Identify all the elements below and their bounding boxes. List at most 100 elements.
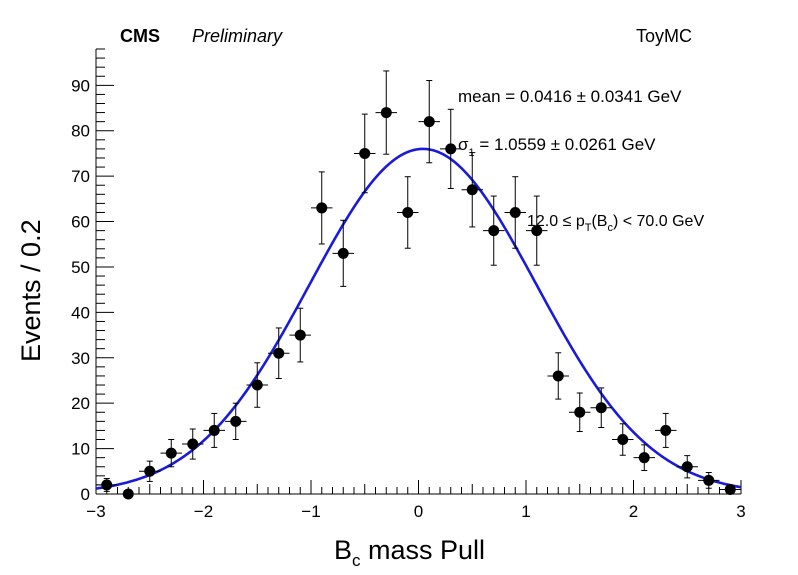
x-tick-label: 0	[414, 502, 423, 521]
data-marker	[359, 147, 371, 159]
data-point	[397, 176, 419, 249]
data-marker	[574, 406, 586, 418]
data-marker	[316, 202, 328, 214]
x-tick-label: 3	[736, 502, 745, 521]
data-marker	[337, 247, 349, 259]
data-point	[375, 70, 397, 155]
data-point	[354, 113, 376, 194]
y-axis-title: Events / 0.2	[16, 219, 46, 362]
y-tick-label: 90	[71, 76, 90, 95]
x-title-sub: c	[352, 551, 361, 570]
pt-range-annotation: 12.0 ≤ pT(Bc) < 70.0 GeV	[527, 213, 704, 234]
data-marker	[724, 483, 736, 495]
data-marker	[101, 479, 113, 491]
gaussian-fit-curve	[95, 147, 742, 490]
y-tick-label: 70	[71, 167, 90, 186]
data-marker	[509, 206, 521, 218]
data-marker	[423, 116, 435, 128]
x-tick-label: −3	[86, 502, 105, 521]
data-marker	[617, 434, 629, 446]
x-tick-label: −1	[301, 502, 320, 521]
data-point	[698, 472, 720, 489]
y-tick-label: 30	[71, 349, 90, 368]
data-marker	[703, 474, 715, 486]
data-marker	[122, 488, 134, 500]
mean-annotation: mean = 0.0416 ± 0.0341 GeV	[458, 87, 682, 106]
toymc-label: ToyMC	[636, 26, 692, 46]
data-point	[203, 412, 225, 448]
y-tick-label: 60	[71, 213, 90, 232]
data-point	[612, 423, 634, 456]
pt-sub-t: T	[585, 222, 592, 234]
data-marker	[187, 438, 199, 450]
data-marker	[595, 402, 607, 414]
pt-low: 12.0 ≤ p	[527, 213, 585, 230]
x-axis-title: Bc mass Pull	[334, 535, 485, 570]
x-title-rest: mass Pull	[361, 535, 486, 565]
data-point	[676, 455, 698, 479]
data-marker	[466, 184, 478, 196]
y-tick-label: 10	[71, 440, 90, 459]
data-point	[655, 412, 677, 448]
data-marker	[208, 424, 220, 436]
data-marker	[230, 415, 242, 427]
x-title-main: B	[334, 535, 352, 565]
data-points-layer	[96, 70, 741, 500]
fit-layer	[95, 147, 742, 490]
data-point	[160, 439, 182, 468]
data-marker	[402, 206, 414, 218]
data-point	[246, 362, 268, 408]
data-point	[461, 152, 483, 228]
data-point	[311, 171, 333, 245]
data-point	[268, 327, 290, 380]
data-marker	[660, 424, 672, 436]
data-point	[139, 460, 161, 482]
y-tick-label: 50	[71, 258, 90, 277]
sigma-annotation: σ1 = 1.0559 ± 0.0261 GeV	[458, 135, 656, 159]
y-tick-label: 80	[71, 122, 90, 141]
x-tick-label: −2	[194, 502, 213, 521]
data-point	[117, 488, 139, 500]
data-point	[418, 80, 440, 164]
data-marker	[531, 225, 543, 237]
x-tick-label: 2	[629, 502, 638, 521]
data-marker	[251, 379, 263, 391]
data-point	[96, 477, 118, 492]
data-point	[225, 402, 247, 441]
data-marker	[144, 465, 156, 477]
data-point	[504, 176, 526, 249]
pt-high: ) < 70.0 GeV	[613, 213, 704, 230]
data-marker	[681, 461, 693, 473]
data-point	[332, 219, 354, 287]
sigma-symbol: σ	[458, 135, 469, 154]
data-point	[526, 195, 548, 266]
sigma-value: = 1.0559 ± 0.0261 GeV	[475, 135, 657, 154]
x-tick-label: 1	[521, 502, 530, 521]
data-point	[483, 195, 505, 266]
pt-sub-c: c	[607, 222, 613, 234]
y-tick-label: 20	[71, 394, 90, 413]
data-marker	[445, 143, 457, 155]
y-tick-label: 0	[81, 485, 90, 504]
data-marker	[273, 347, 285, 359]
data-marker	[380, 107, 392, 119]
data-point	[633, 444, 655, 472]
y-tick-label: 40	[71, 303, 90, 322]
data-point	[440, 108, 462, 189]
data-marker	[488, 225, 500, 237]
data-marker	[294, 329, 306, 341]
data-point	[569, 392, 591, 433]
data-point	[590, 387, 612, 429]
data-point	[289, 307, 311, 363]
pt-mid: (B	[591, 213, 607, 230]
data-marker	[638, 452, 650, 464]
data-point	[719, 483, 741, 495]
data-marker	[165, 447, 177, 459]
data-point	[182, 428, 204, 460]
data-point	[547, 352, 569, 400]
data-marker	[552, 370, 564, 382]
cms-label: CMS	[120, 26, 160, 46]
